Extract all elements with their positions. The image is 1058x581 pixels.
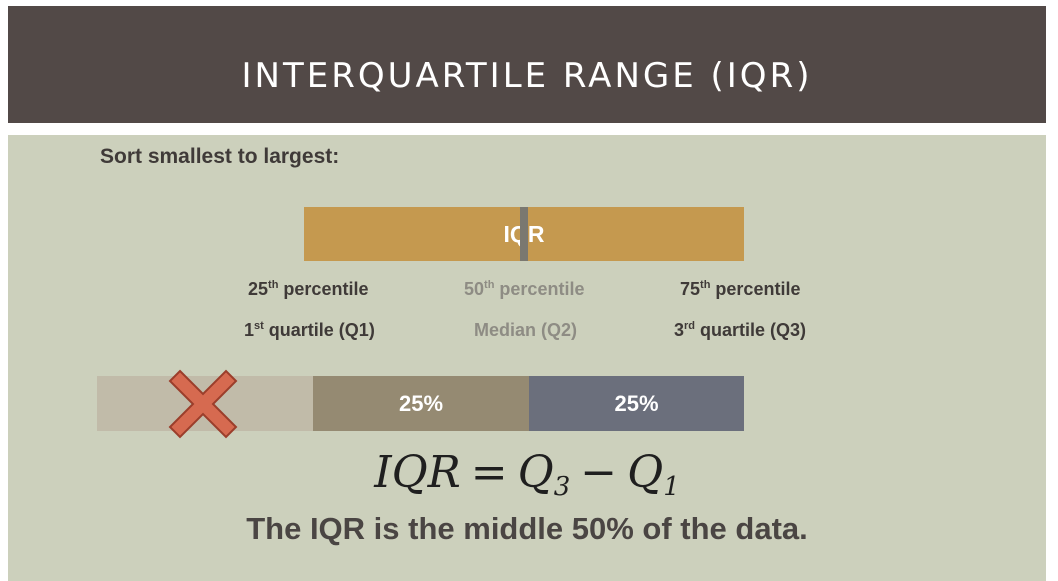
slide-title: INTERQUARTILE RANGE (IQR)	[241, 56, 813, 96]
iqr-formula: IQR = Q3− Q1	[374, 447, 680, 502]
summary-text: The IQR is the middle 50% of the data.	[246, 511, 808, 546]
q3-quartile-label: 3rd quartile (Q3)	[674, 320, 807, 340]
iqr-bar: IQR	[304, 207, 744, 261]
x-mark-icon	[168, 369, 238, 439]
slide-header: INTERQUARTILE RANGE (IQR)	[8, 6, 1046, 123]
slide-content: Sort smallest to largest: IQR 25th perce…	[8, 135, 1046, 581]
segment-label: 25%	[614, 391, 659, 416]
p50-percentile-label: 50th percentile	[464, 279, 585, 299]
median-label: Median (Q2)	[474, 320, 578, 340]
median-divider	[520, 207, 528, 261]
q1-quartile-label: 1st quartile (Q1)	[244, 320, 375, 340]
p25-percentile-label: 25th percentile	[248, 279, 369, 299]
slide-subtitle: Sort smallest to largest:	[100, 145, 340, 168]
third-quartile-segment: 25%	[529, 376, 744, 431]
second-quartile-segment: 25%	[313, 376, 529, 431]
segment-label: 25%	[398, 391, 444, 416]
p75-percentile-label: 75th percentile	[680, 279, 801, 299]
